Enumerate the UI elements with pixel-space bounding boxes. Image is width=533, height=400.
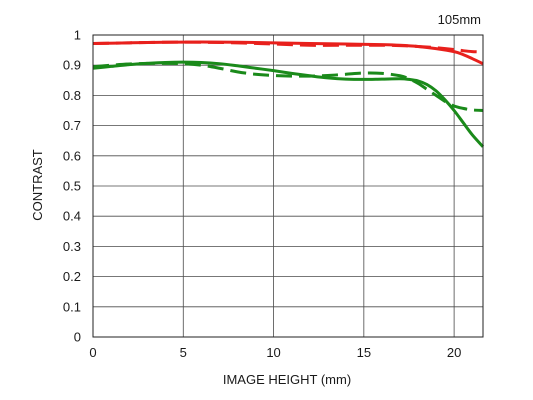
y-tick-label: 0.7 — [63, 118, 81, 133]
y-tick-label: 0.6 — [63, 148, 81, 163]
y-tick-label: 0 — [74, 330, 81, 345]
y-tick-label: 0.9 — [63, 58, 81, 73]
x-tick-label: 15 — [357, 345, 371, 360]
series-line-1 — [92, 40, 484, 66]
x-axis-title: IMAGE HEIGHT (mm) — [223, 372, 351, 387]
series-line-4 — [92, 61, 484, 112]
series-lines — [92, 40, 485, 148]
x-tick-label: 0 — [89, 345, 96, 360]
y-tick-label: 0.3 — [63, 239, 81, 254]
y-tick-label: 0.4 — [63, 209, 81, 224]
y-tick-label: 0.5 — [63, 179, 81, 194]
x-tick-labels: 0 5 10 15 20 — [89, 345, 461, 360]
focal-length-label: 105mm — [438, 12, 481, 27]
y-tick-label: 0.1 — [63, 299, 81, 314]
y-tick-label: 0.2 — [63, 269, 81, 284]
x-tick-label: 20 — [447, 345, 461, 360]
series-line-2 — [92, 40, 484, 54]
x-tick-label: 5 — [180, 345, 187, 360]
y-tick-label: 1 — [74, 28, 81, 43]
plot-frame — [92, 34, 484, 338]
x-tick-label: 10 — [266, 345, 280, 360]
y-tick-labels: 0 0.1 0.2 0.3 0.4 0.5 0.6 0.7 0.8 0.9 1 — [63, 28, 81, 345]
y-axis-title: CONTRAST — [30, 149, 45, 221]
grid — [92, 34, 483, 338]
y-tick-label: 0.8 — [63, 88, 81, 103]
